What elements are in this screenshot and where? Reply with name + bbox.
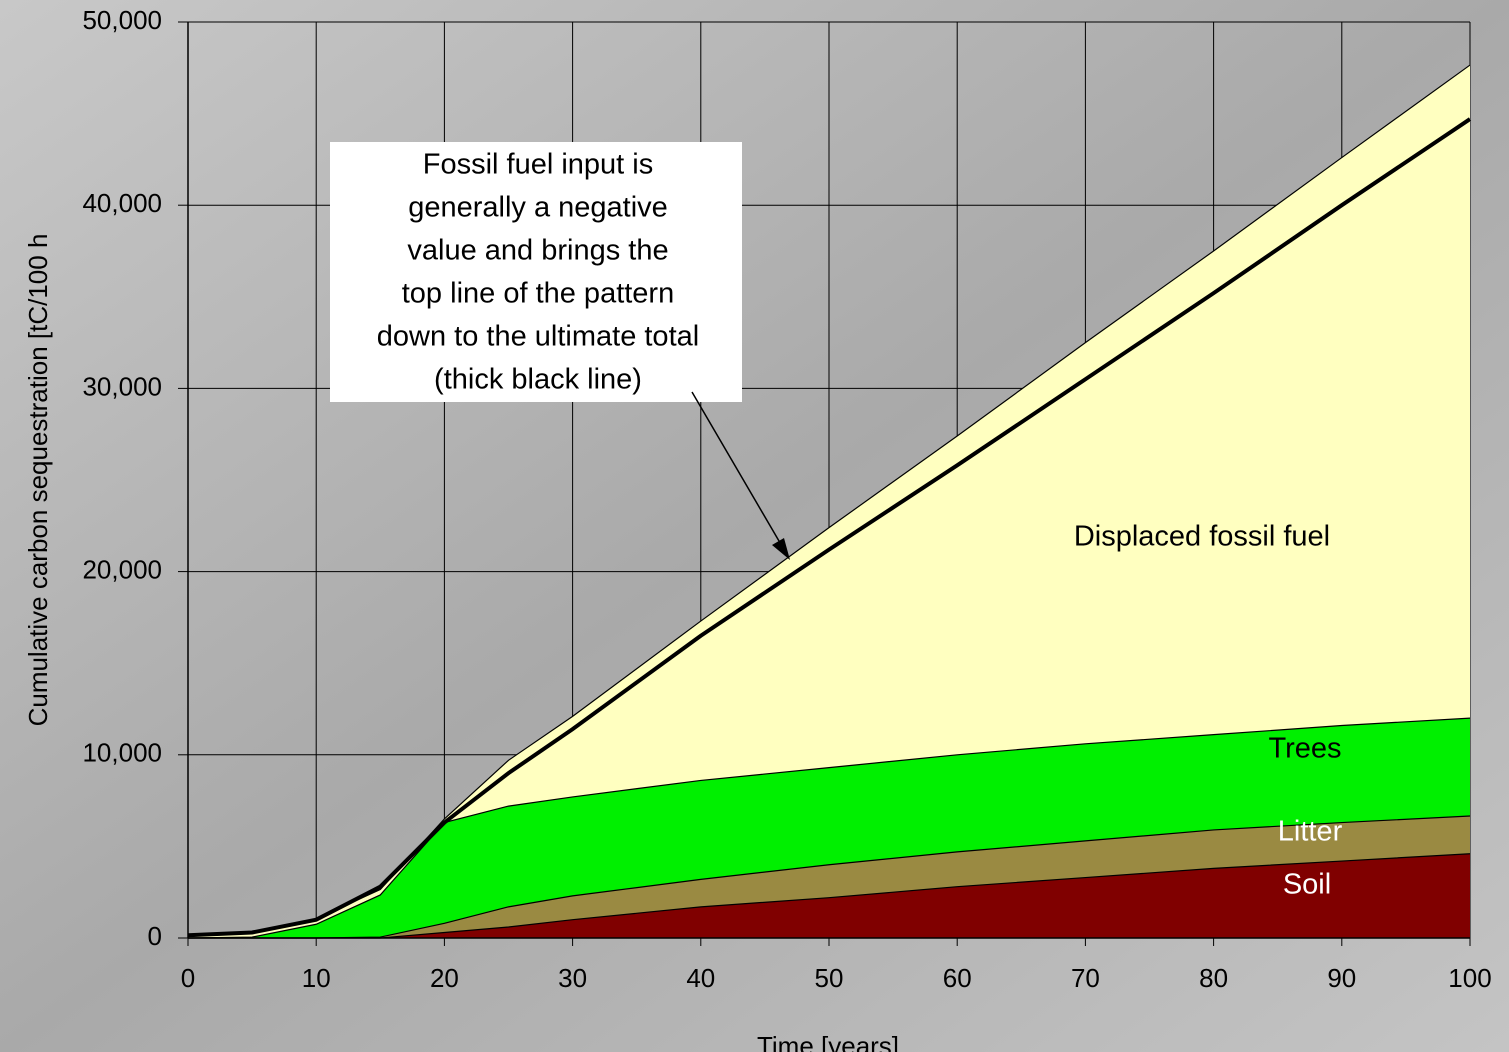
annotation-text: down to the ultimate total [377,321,699,353]
x-tick-label: 90 [1327,963,1356,993]
x-tick-label: 70 [1071,963,1100,993]
x-tick-label: 0 [181,963,195,993]
y-tick-label: 0 [148,921,162,951]
x-tick-label: 80 [1199,963,1228,993]
annotation-text: generally a negative [408,192,668,224]
x-tick-label: 40 [686,963,715,993]
x-axis-label: Time [years] [757,1031,899,1052]
y-tick-label: 40,000 [82,188,162,218]
x-tick-label: 100 [1448,963,1491,993]
series-label: Litter [1278,816,1343,848]
y-tick-label: 30,000 [82,371,162,401]
x-tick-label: 60 [943,963,972,993]
y-tick-label: 20,000 [82,554,162,584]
annotation-text: top line of the pattern [402,278,674,310]
y-tick-label: 50,000 [82,5,162,35]
annotation-text: (thick black line) [434,364,642,396]
chart: 0 10,000 20,000 30,000 40,000 50,000 0 10 20 30 40… [0,0,1509,1052]
x-tick-label: 30 [558,963,587,993]
annotation-text: value and brings the [407,235,668,267]
x-tick-label: 10 [302,963,331,993]
y-tick-label: 10,000 [82,738,162,768]
annotation-text: Fossil fuel input is [423,149,654,181]
series-label: Displaced fossil fuel [1074,521,1330,553]
series-label: Soil [1283,869,1331,901]
y-axis-label: Cumulative carbon sequestration [tC/100 … [23,234,53,727]
x-tick-label: 20 [430,963,459,993]
x-tick-label: 50 [815,963,844,993]
series-label: Trees [1268,733,1341,765]
